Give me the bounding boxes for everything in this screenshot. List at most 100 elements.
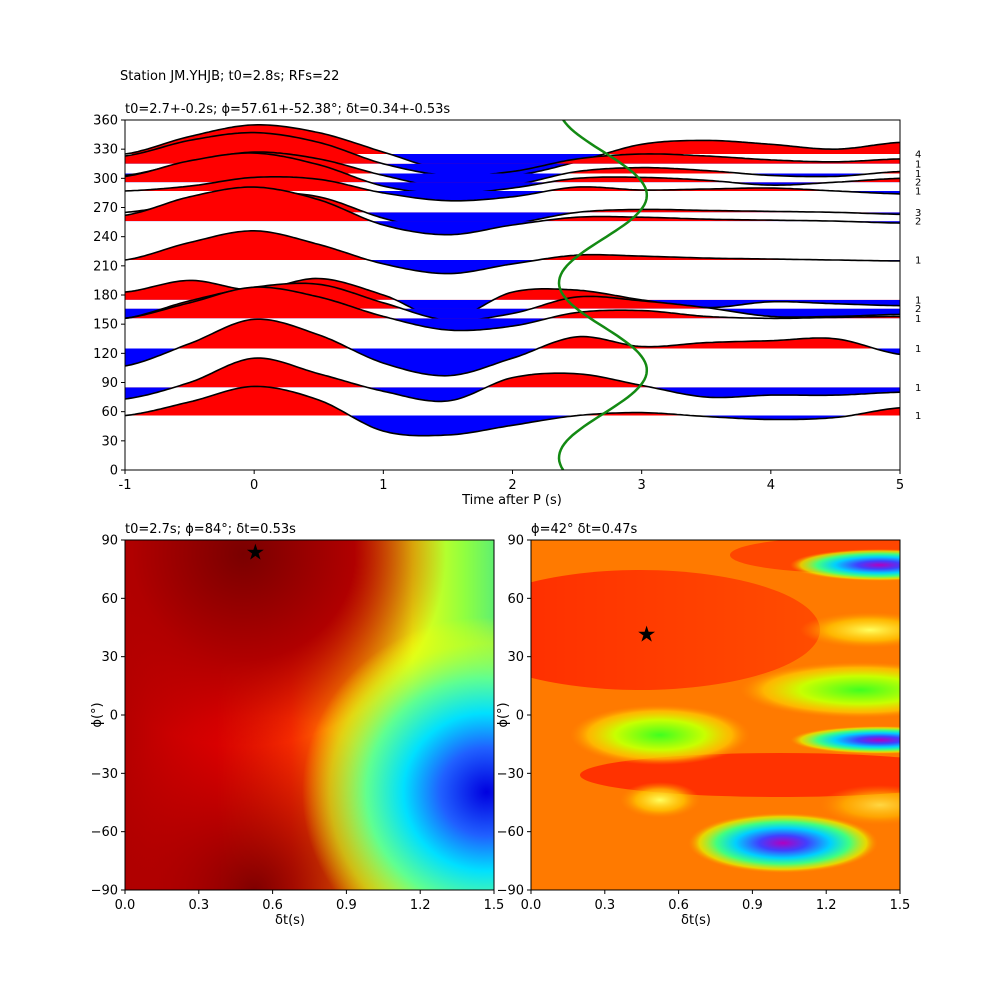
figure-title: Station JM.YHJB; t0=2.8s; RFs=22 xyxy=(120,69,339,84)
trace-positive-fill xyxy=(125,358,900,388)
grid-search-panel-2: ϕ=42° δt=0.47s 0.0 0.3 0.6 0.9 1.2 1.5 −90 −60 −… xyxy=(496,522,911,928)
y-tick-label: 90 xyxy=(101,376,118,391)
trace-count-label: 1 xyxy=(915,186,921,197)
trace-4 xyxy=(125,176,900,202)
top-axis-ticks: -1 0 1 2 3 4 503060901201501802102402703003303… xyxy=(93,114,904,494)
trace-line xyxy=(125,152,900,195)
y-tick-label: 270 xyxy=(93,201,118,216)
y-tick-label: −90 xyxy=(497,884,524,899)
y-tick-label: 60 xyxy=(507,592,524,607)
x-tick-label: 1.5 xyxy=(890,898,911,913)
trace-negative-fill xyxy=(125,387,900,402)
trace-count-label: 2 xyxy=(915,178,921,189)
top-panel-title: t0=2.7+-0.2s; ϕ=57.61+-52.38°; δt=0.34+-… xyxy=(125,102,450,117)
grid-search-2-ticks: 0.0 0.3 0.6 0.9 1.2 1.5 −90 −60 −30 0 30 60 90 xyxy=(497,534,911,914)
x-tick-label: 1.2 xyxy=(816,898,837,913)
x-tick-label: 1.5 xyxy=(484,898,505,913)
y-tick-label: 30 xyxy=(101,650,118,665)
receiver-function-panel: t0=2.7+-0.2s; ϕ=57.61+-52.38°; δt=0.34+-… xyxy=(93,102,921,508)
trace-count-label: 1 xyxy=(915,295,921,306)
x-tick-label: 1.2 xyxy=(410,898,431,913)
trace-negative-fill xyxy=(125,163,900,176)
grid-search-2-x-label: δt(s) xyxy=(681,913,711,928)
x-tick-label: 4 xyxy=(767,478,775,493)
trace-line xyxy=(125,385,900,437)
trace-6 xyxy=(125,186,900,236)
y-tick-label: −60 xyxy=(91,825,118,840)
x-tick-label: 3 xyxy=(638,478,646,493)
trace-count-label: 1 xyxy=(915,411,921,422)
y-tick-label: 360 xyxy=(93,114,118,129)
y-tick-label: 240 xyxy=(93,230,118,245)
x-tick-label: 0.0 xyxy=(521,898,542,913)
y-tick-label: 180 xyxy=(93,289,118,304)
y-tick-label: 0 xyxy=(516,709,524,724)
y-tick-label: 0 xyxy=(110,709,118,724)
y-tick-label: 90 xyxy=(101,534,118,549)
trace-negative-fill xyxy=(125,173,874,189)
y-tick-label: 330 xyxy=(93,143,118,158)
x-tick-label: 0.9 xyxy=(742,898,763,913)
x-tick-label: 1 xyxy=(379,478,387,493)
y-tick-label: 120 xyxy=(93,347,118,362)
x-tick-label: -1 xyxy=(119,478,132,493)
trace-count-label: 1 xyxy=(915,314,921,325)
trace-line xyxy=(125,186,900,236)
trace-positive-fill xyxy=(125,386,900,416)
trace-count-label: 1 xyxy=(915,159,921,170)
y-tick-label: −60 xyxy=(497,825,524,840)
y-tick-label: −90 xyxy=(91,884,118,899)
y-tick-label: 300 xyxy=(93,172,118,187)
trace-13 xyxy=(125,385,900,437)
trace-11 xyxy=(125,318,900,377)
x-tick-label: 0.6 xyxy=(262,898,283,913)
trace-12 xyxy=(125,357,900,403)
trace-positive-fill xyxy=(125,153,900,183)
best-fit-star-2: ★ xyxy=(637,622,657,647)
x-tick-label: 0.0 xyxy=(115,898,136,913)
trace-negative-fill xyxy=(125,260,900,274)
trace-line xyxy=(125,176,900,202)
fast-axis-sine-curve xyxy=(557,120,649,470)
y-tick-label: 150 xyxy=(93,318,118,333)
grid-search-2-title: ϕ=42° δt=0.47s xyxy=(531,522,638,537)
x-tick-label: 0.6 xyxy=(668,898,689,913)
trace-positive-fill xyxy=(125,319,900,349)
trace-line xyxy=(125,286,900,332)
trace-count-label: 1 xyxy=(915,383,921,394)
best-fit-star-1: ★ xyxy=(246,541,266,566)
x-tick-label: 0.3 xyxy=(594,898,615,913)
trace-count-label: 3 xyxy=(915,208,921,219)
heatmap-1 xyxy=(125,540,494,890)
trace-negative-fill xyxy=(125,190,900,201)
trace-positive-fill xyxy=(125,230,900,260)
trace-negative-fill xyxy=(371,221,900,235)
trace-positive-fill xyxy=(125,132,900,164)
grid-search-panel-1: t0=2.7s; ϕ=84°; δt=0.53s 0.0 0.3 0.6 0.9 1.2… xyxy=(90,522,504,928)
trace-line xyxy=(125,357,900,403)
trace-positive-fill xyxy=(125,187,900,222)
grid-search-1-title: t0=2.7s; ϕ=84°; δt=0.53s xyxy=(125,522,296,537)
trace-count-label: 1 xyxy=(915,344,921,355)
trace-count-label: 1 xyxy=(915,169,921,180)
y-tick-label: 210 xyxy=(93,259,118,274)
trace-positive-fill xyxy=(125,176,900,191)
trace-count-label: 4 xyxy=(915,150,921,161)
y-tick-label: −30 xyxy=(91,767,118,782)
trace-negative-fill xyxy=(390,318,780,331)
grid-search-2-y-label: ϕ(°) xyxy=(496,702,511,727)
trace-negative-fill xyxy=(125,415,900,436)
trace-7 xyxy=(125,230,900,275)
x-tick-label: 0 xyxy=(250,478,258,493)
top-x-label: Time after P (s) xyxy=(461,493,562,508)
y-tick-label: −30 xyxy=(497,767,524,782)
x-tick-label: 0.3 xyxy=(188,898,209,913)
trace-positive-fill xyxy=(125,287,900,319)
trace-10 xyxy=(125,286,900,332)
trace-count-label: 2 xyxy=(915,304,921,315)
trace-count-label: 1 xyxy=(915,256,921,267)
heatmap-2 xyxy=(531,540,900,890)
trace-count-label: 2 xyxy=(915,217,921,228)
